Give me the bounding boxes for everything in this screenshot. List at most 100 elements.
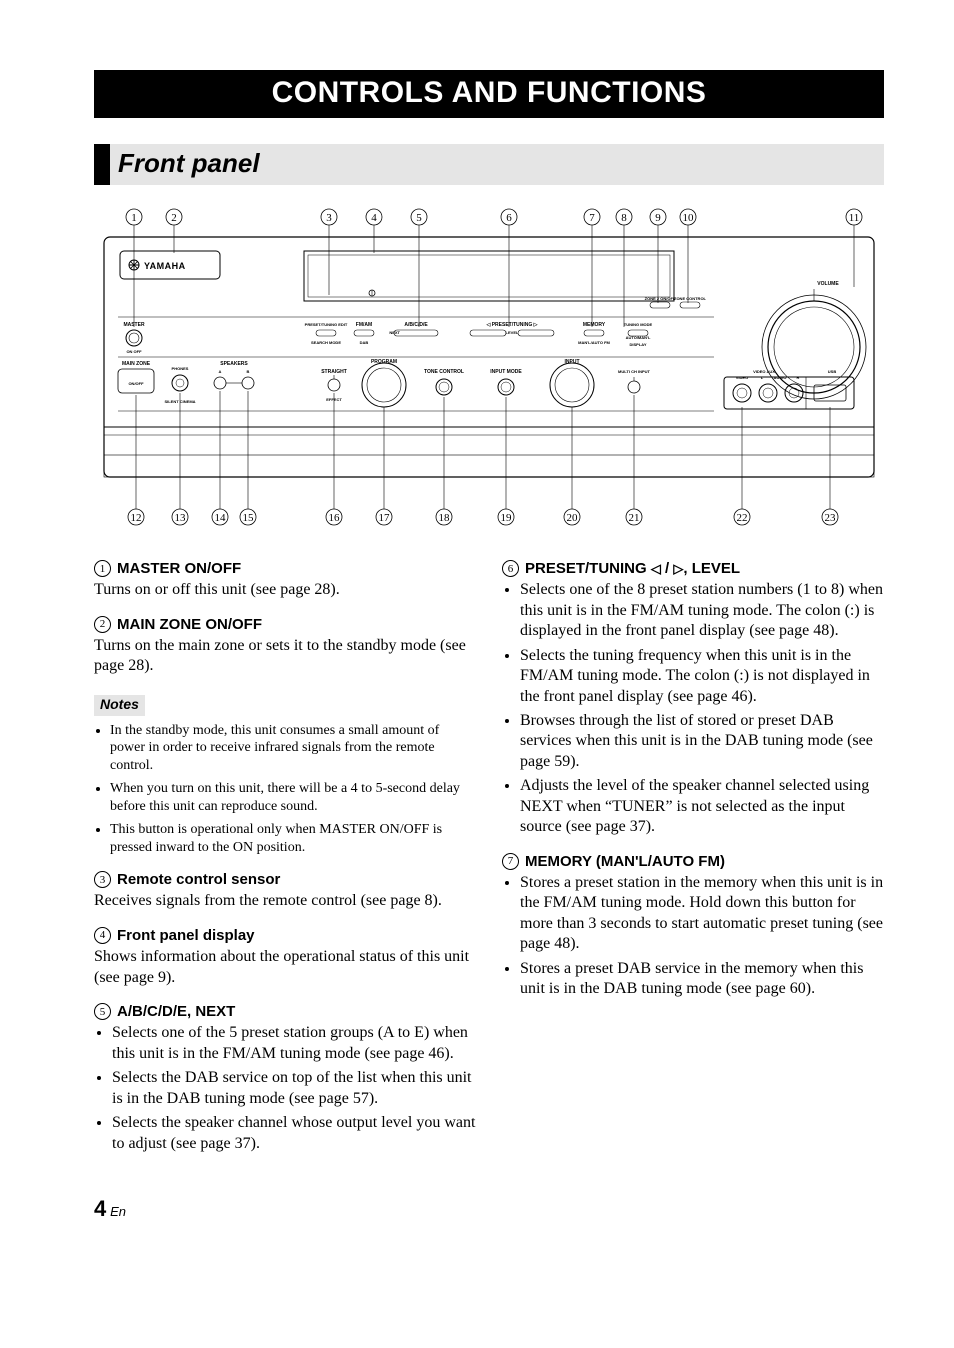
svg-text:R: R <box>797 375 800 380</box>
note-item: In the standby mode, this unit consumes … <box>110 722 476 775</box>
svg-text:YAMAHA: YAMAHA <box>144 261 186 271</box>
notes-label: Notes <box>94 695 145 716</box>
svg-text:◁ PRESET/TUNING ▷: ◁ PRESET/TUNING ▷ <box>485 322 538 328</box>
svg-text:18: 18 <box>439 512 451 524</box>
svg-text:19: 19 <box>501 512 513 524</box>
item-6-bullets: Selects one of the 8 preset station numb… <box>502 580 884 838</box>
item-3-head: 3 Remote control sensor <box>94 870 476 889</box>
svg-text:TONE CONTROL: TONE CONTROL <box>424 369 464 375</box>
svg-text:INPUT MODE: INPUT MODE <box>490 369 522 375</box>
list-item: Stores a preset DAB service in the memor… <box>520 959 884 1000</box>
callout-5-icon: 5 <box>94 1003 111 1020</box>
svg-text:ZONE 2 ON/OFF: ZONE 2 ON/OFF <box>645 296 676 301</box>
svg-text:MAN'L/AUTO FM: MAN'L/AUTO FM <box>578 340 610 345</box>
svg-text:20: 20 <box>567 512 579 524</box>
list-item: Adjusts the level of the speaker channel… <box>520 776 884 837</box>
item-4-head: 4 Front panel display <box>94 926 476 945</box>
notes-list: In the standby mode, this unit consumes … <box>94 722 476 857</box>
svg-text:ZONE CONTROL: ZONE CONTROL <box>674 296 707 301</box>
svg-text:21: 21 <box>629 512 640 524</box>
svg-text:TUNING MODE: TUNING MODE <box>624 322 653 327</box>
svg-text:MULTI CH INPUT: MULTI CH INPUT <box>618 369 650 374</box>
callout-3-icon: 3 <box>94 871 111 888</box>
item-4-body: Shows information about the operational … <box>94 947 476 988</box>
svg-text:PROGRAM: PROGRAM <box>371 359 397 365</box>
list-item: Browses through the list of stored or pr… <box>520 711 884 772</box>
svg-text:DISPLAY: DISPLAY <box>630 342 647 347</box>
svg-text:SPEAKERS: SPEAKERS <box>220 361 248 367</box>
svg-text:MASTER: MASTER <box>123 322 145 328</box>
note-item: When you turn on this unit, there will b… <box>110 780 476 815</box>
svg-text:DAB: DAB <box>360 340 369 345</box>
svg-text:5: 5 <box>416 212 422 224</box>
svg-text:A/B/C/D/E: A/B/C/D/E <box>404 322 428 328</box>
front-panel-diagram: 1234567891011 YAMAHA ZONE 2 ON/OFF <box>94 207 884 537</box>
left-column: 1 MASTER ON/OFF Turns on or off this uni… <box>94 559 476 1160</box>
item-2-body: Turns on the main zone or sets it to the… <box>94 636 476 677</box>
svg-text:12: 12 <box>131 512 142 524</box>
item-1-body: Turns on or off this unit (see page 28). <box>94 580 476 600</box>
svg-text:1: 1 <box>131 212 137 224</box>
item-2-head: 2 MAIN ZONE ON/OFF <box>94 615 476 634</box>
note-item: This button is operational only when MAS… <box>110 821 476 856</box>
list-item: Selects the DAB service on top of the li… <box>112 1068 476 1109</box>
list-item: Selects the tuning frequency when this u… <box>520 646 884 707</box>
svg-text:MEMORY: MEMORY <box>583 322 606 328</box>
item-3-body: Receives signals from the remote control… <box>94 891 476 911</box>
item-5-title: A/B/C/D/E, NEXT <box>117 1002 235 1021</box>
item-1-head: 1 MASTER ON/OFF <box>94 559 476 578</box>
svg-text:2: 2 <box>171 212 177 224</box>
svg-text:8: 8 <box>621 212 627 224</box>
svg-text:11: 11 <box>849 212 860 224</box>
svg-text:14: 14 <box>215 512 227 524</box>
right-column: 6 PRESET/TUNING ◁ / ▷, LEVEL Selects one… <box>502 559 884 1160</box>
svg-text:FM/AM: FM/AM <box>356 322 372 328</box>
item-5-bullets: Selects one of the 5 preset station grou… <box>94 1023 476 1154</box>
svg-text:4: 4 <box>371 212 377 224</box>
callout-7-icon: 7 <box>502 853 519 870</box>
callout-1-icon: 1 <box>94 560 111 577</box>
svg-text:ON/OFF: ON/OFF <box>128 381 144 386</box>
list-item: Stores a preset station in the memory wh… <box>520 873 884 955</box>
svg-text:9: 9 <box>655 212 661 224</box>
svg-text:VOLUME: VOLUME <box>817 281 839 287</box>
callout-2-icon: 2 <box>94 616 111 633</box>
svg-text:USB: USB <box>828 369 837 374</box>
svg-text:AUTO/MAN'L: AUTO/MAN'L <box>626 335 651 340</box>
svg-text:23: 23 <box>825 512 837 524</box>
item-4-title: Front panel display <box>117 926 255 945</box>
svg-text:MAIN ZONE: MAIN ZONE <box>122 361 151 367</box>
item-6-title: PRESET/TUNING ◁ / ▷, LEVEL <box>525 559 740 578</box>
svg-text:AUDIO: AUDIO <box>774 375 787 380</box>
svg-text:B: B <box>247 369 250 374</box>
svg-text:16: 16 <box>329 512 341 524</box>
item-2-title: MAIN ZONE ON/OFF <box>117 615 262 634</box>
svg-text:NEXT: NEXT <box>389 330 400 335</box>
item-7-title: MEMORY (MAN'L/AUTO FM) <box>525 852 725 871</box>
svg-text:3: 3 <box>326 212 332 224</box>
item-6-head: 6 PRESET/TUNING ◁ / ▷, LEVEL <box>502 559 884 578</box>
callout-6-icon: 6 <box>502 560 519 577</box>
svg-text:10: 10 <box>683 212 695 224</box>
list-item: Selects one of the 8 preset station numb… <box>520 580 884 641</box>
svg-text:SEARCH MODE: SEARCH MODE <box>311 340 341 345</box>
svg-text:LEVEL: LEVEL <box>506 330 519 335</box>
svg-text:15: 15 <box>243 512 255 524</box>
svg-text:A: A <box>219 369 222 374</box>
svg-text:PRESET/TUNING EDIT: PRESET/TUNING EDIT <box>305 322 348 327</box>
svg-text:STRAIGHT: STRAIGHT <box>321 369 347 375</box>
item-3-title: Remote control sensor <box>117 870 280 889</box>
svg-text:22: 22 <box>737 512 748 524</box>
page-number: 4 En <box>94 1196 884 1222</box>
svg-text:6: 6 <box>506 212 512 224</box>
svg-text:PHONES: PHONES <box>172 366 189 371</box>
item-1-title: MASTER ON/OFF <box>117 559 241 578</box>
page-title-bar: CONTROLS AND FUNCTIONS <box>94 70 884 118</box>
svg-text:7: 7 <box>589 212 595 224</box>
item-5-head: 5 A/B/C/D/E, NEXT <box>94 1002 476 1021</box>
svg-text:13: 13 <box>175 512 187 524</box>
list-item: Selects the speaker channel whose output… <box>112 1113 476 1154</box>
svg-text:VIDEO AUX: VIDEO AUX <box>753 369 775 374</box>
svg-text:VIDEO: VIDEO <box>736 375 748 380</box>
callout-4-icon: 4 <box>94 927 111 944</box>
